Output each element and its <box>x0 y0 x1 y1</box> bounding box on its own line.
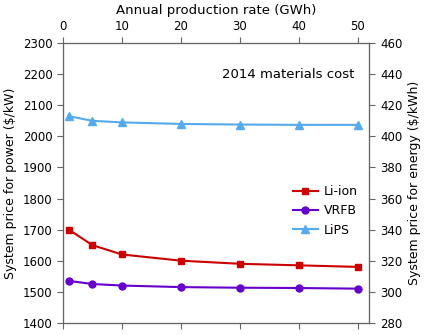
Line: VRFB: VRFB <box>65 277 361 292</box>
LiPS <box>66 114 71 118</box>
Y-axis label: System price for power ($/kW): System price for power ($/kW) <box>4 87 17 279</box>
Y-axis label: System price for energy ($/kWh): System price for energy ($/kWh) <box>408 81 421 285</box>
VRFB <box>237 286 242 290</box>
Li-ion <box>66 227 71 231</box>
X-axis label: Annual production rate (GWh): Annual production rate (GWh) <box>116 4 316 17</box>
Li-ion <box>237 262 242 266</box>
VRFB <box>178 285 183 289</box>
LiPS <box>296 123 301 127</box>
LiPS <box>178 122 183 126</box>
VRFB <box>296 286 301 290</box>
VRFB <box>355 287 360 291</box>
LiPS <box>237 123 242 127</box>
Li-ion <box>178 259 183 263</box>
Li-ion <box>90 243 95 247</box>
Legend: Li-ion, VRFB, LiPS: Li-ion, VRFB, LiPS <box>288 180 363 242</box>
LiPS <box>90 119 95 123</box>
VRFB <box>119 283 125 287</box>
Li-ion <box>296 263 301 267</box>
LiPS <box>119 120 125 124</box>
Line: LiPS: LiPS <box>65 112 362 129</box>
VRFB <box>66 279 71 283</box>
Line: Li-ion: Li-ion <box>65 226 361 270</box>
VRFB <box>90 282 95 286</box>
Text: 2014 materials cost: 2014 materials cost <box>222 68 355 81</box>
Li-ion <box>119 253 125 257</box>
Li-ion <box>355 265 360 269</box>
LiPS <box>355 123 360 127</box>
